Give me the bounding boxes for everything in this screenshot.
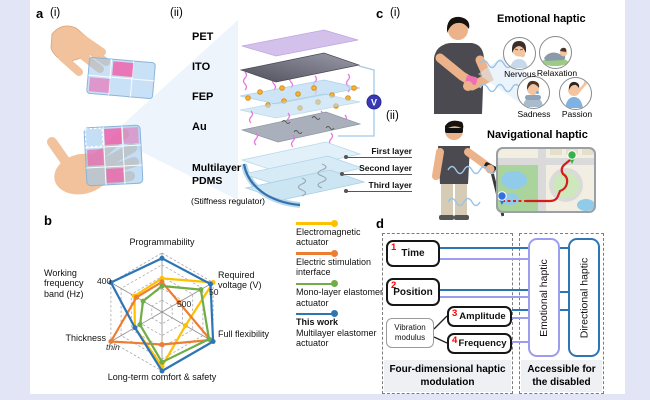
input-box-position: 2 Position [386, 278, 440, 306]
panel-c-ii-label: (ii) [386, 110, 399, 122]
marker-3: 3 [452, 308, 458, 319]
emotion-label-nervous: Nervous [504, 69, 536, 79]
emotion-icon-passion [559, 77, 592, 110]
radar-chart [108, 252, 216, 374]
axis-programmability: Programmability [129, 237, 195, 247]
ito-sheet [239, 52, 361, 83]
map-road-vertical [538, 147, 546, 213]
navigation-map [496, 147, 596, 213]
emotion-label-sadness: Sadness [517, 109, 551, 119]
voltage-source-icon [366, 94, 382, 110]
modulation-caption: Four-dimensional haptic modulation [389, 364, 506, 388]
film-device-top [86, 56, 156, 100]
emotion-label-relaxation: Relaxation [536, 68, 578, 78]
axis-required-voltage: Required voltage (V) [218, 270, 262, 291]
accessibility-caption: Accessible for the disabled [527, 364, 596, 388]
accessibility-caption-strip [521, 360, 602, 392]
layer-label-fep: FEP [192, 91, 214, 103]
emotion-label-passion: Passion [561, 109, 593, 119]
navigational-wave-icon [447, 165, 497, 207]
wire-bottom [338, 109, 375, 137]
axis-comfort-safety: Long-term comfort & safety [107, 372, 217, 382]
legend-item-monolayer: Mono-layer elastomer actuator [296, 280, 384, 308]
exploded-layer-stack: V [239, 29, 382, 208]
output-box-directional: Directional haptic [568, 238, 600, 357]
input-box-time: 1 Time [386, 240, 440, 267]
au-spring-marks [281, 116, 335, 134]
legend-swatch-electric-stimulation [296, 249, 338, 257]
panel-d-label: d [376, 216, 384, 231]
emotion-icon-relaxation [539, 36, 572, 69]
map-road-horizontal [496, 158, 596, 165]
modulation-group-box [382, 233, 513, 394]
marker-4: 4 [452, 335, 458, 346]
end-pin-icon [567, 150, 577, 160]
layer-label-pdms: Multilayer PDMS [192, 162, 242, 187]
layer-label-au: Au [192, 121, 207, 133]
input-box-frequency: 4 Frequency [447, 333, 512, 354]
axis-frequency-band: Working frequency band (Hz) [44, 268, 84, 299]
input-box-amplitude: 3 Amplitude [447, 306, 512, 327]
panel-c-label: c [376, 6, 384, 21]
fep-sheet-top [239, 79, 361, 105]
map-lake [577, 199, 595, 211]
fep-sheet-bottom [239, 93, 361, 119]
au-sheet [240, 111, 362, 143]
sublayer-label-first: First layer [344, 146, 412, 159]
sublayer-label-third: Third layer [344, 180, 412, 193]
emotional-haptic-title: Emotional haptic [497, 13, 586, 25]
marker-2: 2 [391, 280, 397, 291]
emotion-icon-nervous [503, 37, 536, 70]
pdms-note: (Stiffness regulator) [191, 196, 266, 206]
hands-device-illustration [47, 20, 238, 200]
person-navigational-illustration [432, 120, 504, 220]
vibration-modulus-box: Vibration modulus [386, 318, 434, 348]
panel-a-i-label: (i) [50, 7, 61, 19]
legend-swatch-electromagnetic [296, 219, 338, 227]
sublayer-label-second: Second layer [340, 163, 412, 176]
radar-legend: Electromagnetic actuator Electric stimul… [296, 219, 384, 353]
legend-item-electric-stimulation: Electric stimulation interface [296, 249, 384, 277]
map-pond [501, 171, 527, 189]
map-border [496, 147, 596, 213]
pdms-sheet-2 [242, 155, 364, 187]
accessibility-group-box [519, 233, 604, 394]
legend-swatch-monolayer [296, 280, 338, 288]
legend-item-electromagnetic: Electromagnetic actuator [296, 219, 384, 247]
sunglasses-icon [445, 128, 463, 133]
tick-400: 400 [97, 276, 112, 286]
layer-label-ito: ITO [192, 61, 211, 73]
zoom-region-marker [84, 127, 104, 148]
pdms-springs [297, 163, 327, 197]
pdms-sheet-1 [240, 141, 362, 173]
wire-top [358, 65, 375, 95]
film-device-bottom [83, 124, 144, 187]
zoom-beam [110, 20, 238, 200]
pdms-bend-edge [242, 163, 301, 207]
modulation-caption-strip [384, 360, 511, 392]
start-pin-icon [497, 191, 507, 201]
panel-a-ii-label: (ii) [170, 7, 183, 19]
tick-500: 500 [177, 299, 192, 309]
voltage-symbol: V [371, 98, 377, 108]
legend-swatch-this-work [296, 310, 338, 318]
layer-label-pet: PET [192, 31, 214, 43]
route-path [526, 159, 571, 203]
figure-content: a (i) (ii) [30, 0, 625, 394]
tick-50: 50 [209, 287, 219, 297]
pet-sheet [241, 29, 359, 57]
panel-c-i-label: (i) [390, 7, 401, 19]
tick-thin: thin [106, 342, 120, 352]
axis-thickness: Thickness [65, 333, 106, 343]
panel-a-label: a [36, 6, 44, 21]
navigational-haptic-title: Navigational haptic [487, 129, 588, 141]
legend-item-this-work: This work Multilayer elastomer actuator [296, 310, 384, 349]
axis-full-flexibility: Full flexibility [218, 329, 270, 339]
panel-b-label: b [44, 213, 52, 228]
marker-1: 1 [391, 242, 397, 253]
output-box-emotional: Emotional haptic [528, 238, 560, 357]
emotion-icon-sadness [517, 76, 550, 109]
